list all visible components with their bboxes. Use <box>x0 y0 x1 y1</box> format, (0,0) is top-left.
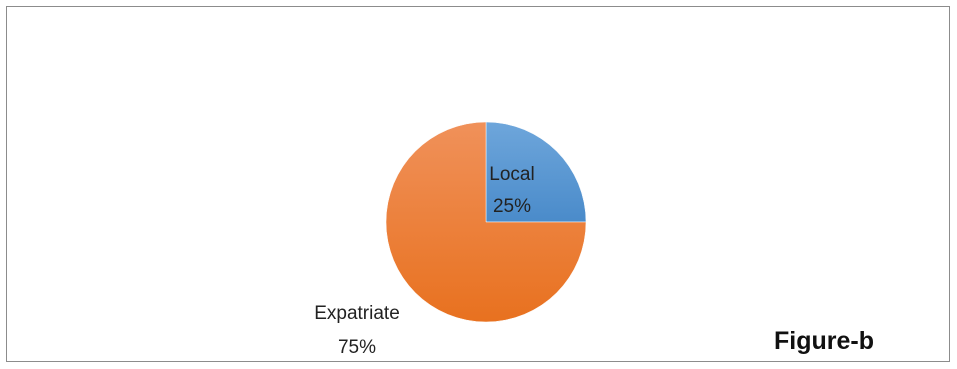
slice-label-local-percent: 25% <box>493 196 531 217</box>
pie-slices <box>385 121 587 323</box>
pie-labels: Local 25% Expatriate 75% <box>314 164 534 358</box>
figure-label: Figure-b <box>774 327 874 355</box>
slice-label-local-name: Local <box>489 164 534 185</box>
pie-slice-local <box>485 121 587 223</box>
slice-label-expatriate-percent: 75% <box>338 337 376 358</box>
pie-slice-expatriate <box>385 121 587 323</box>
slice-label-expatriate-name: Expatriate <box>314 303 400 324</box>
